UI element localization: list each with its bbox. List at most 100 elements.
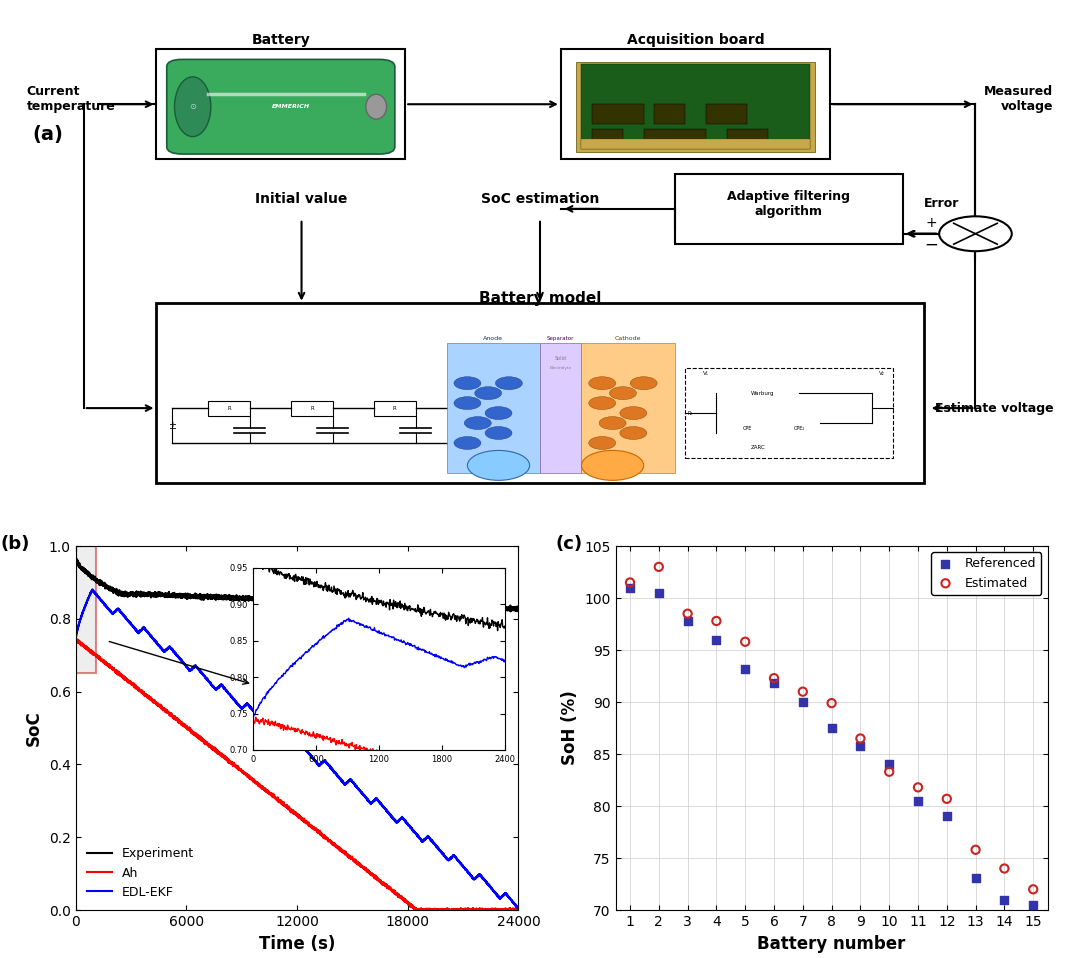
Ah (408, 904, 421, 916)
Legend: Experiment, Ah, EDL-EKF: Experiment, Ah, EDL-EKF (82, 842, 199, 903)
Circle shape (620, 426, 647, 440)
Text: R: R (393, 405, 396, 411)
Text: Solid: Solid (555, 355, 567, 361)
Ah (69, 635, 82, 647)
FancyBboxPatch shape (577, 62, 814, 151)
EDL-EKF (239, 699, 252, 711)
Bar (581, 139, 810, 149)
Ah (69, 633, 82, 645)
Estimated (621, 575, 638, 590)
Bar (76, 546, 96, 673)
Estimated (880, 764, 897, 780)
Bar (685, 368, 892, 458)
Bar (727, 388, 799, 399)
Text: EMMERICH: EMMERICH (272, 104, 310, 109)
Text: ⊙: ⊙ (189, 103, 197, 111)
Circle shape (599, 417, 626, 429)
Bar (644, 129, 706, 144)
Line: Experiment: Experiment (76, 555, 518, 611)
FancyBboxPatch shape (166, 59, 395, 154)
Text: Warburg: Warburg (752, 391, 774, 396)
Circle shape (620, 406, 647, 420)
Bar (592, 129, 623, 144)
Circle shape (468, 450, 529, 480)
Estimated (707, 613, 725, 628)
Ellipse shape (366, 94, 387, 119)
Text: ±: ± (167, 421, 176, 430)
Referenced (707, 632, 725, 648)
Ah (400, 896, 413, 907)
X-axis label: Time (s): Time (s) (259, 934, 335, 952)
Experiment (335, 598, 348, 609)
Legend: Referenced, Estimated: Referenced, Estimated (931, 553, 1041, 595)
Ah (357, 862, 370, 874)
Bar (208, 400, 249, 416)
Referenced (823, 720, 840, 736)
X-axis label: Battery number: Battery number (757, 934, 906, 952)
Text: Anode: Anode (484, 336, 503, 341)
Text: R₀: R₀ (688, 411, 693, 416)
Bar (727, 383, 799, 403)
Referenced (621, 580, 638, 595)
Circle shape (589, 376, 616, 390)
EDL-EKF (433, 845, 446, 856)
Experiment (357, 597, 370, 608)
Bar (706, 104, 747, 125)
EDL-EKF (150, 637, 163, 649)
FancyBboxPatch shape (581, 64, 810, 149)
Circle shape (631, 376, 657, 390)
Circle shape (589, 437, 616, 449)
Experiment (69, 549, 82, 560)
EDL-EKF (512, 903, 525, 915)
Ah (512, 903, 525, 915)
Text: −: − (923, 236, 937, 253)
Text: (b): (b) (0, 536, 29, 553)
Referenced (737, 661, 754, 676)
Experiment (504, 605, 517, 617)
Text: Adaptive filtering
algorithm: Adaptive filtering algorithm (727, 190, 850, 217)
Bar (561, 50, 831, 159)
Experiment (149, 588, 162, 600)
EDL-EKF (86, 583, 99, 595)
Estimated (939, 791, 956, 807)
Bar (157, 304, 923, 483)
Bar (727, 129, 768, 144)
FancyBboxPatch shape (540, 343, 581, 473)
Text: Estimate voltage: Estimate voltage (934, 401, 1053, 415)
Text: Cathode: Cathode (615, 336, 642, 341)
Bar (675, 174, 903, 243)
Text: R: R (227, 405, 231, 411)
Text: Separator: Separator (548, 336, 575, 341)
Referenced (794, 695, 811, 710)
Referenced (939, 809, 956, 824)
Experiment (239, 591, 252, 603)
EDL-EKF (357, 789, 370, 801)
Y-axis label: SoC: SoC (25, 710, 43, 746)
Bar (157, 50, 405, 159)
Text: V₂: V₂ (879, 371, 886, 376)
Text: +: + (926, 217, 936, 230)
Experiment (433, 600, 446, 611)
Line: Ah: Ah (76, 639, 518, 910)
Text: Battery model: Battery model (478, 291, 602, 306)
Estimated (967, 842, 984, 857)
Bar (292, 400, 333, 416)
Circle shape (454, 397, 481, 410)
Ah (239, 767, 252, 779)
Ellipse shape (175, 77, 211, 137)
Text: Electrolyte: Electrolyte (550, 366, 571, 370)
Circle shape (454, 437, 481, 449)
Estimated (909, 780, 927, 795)
Experiment (400, 600, 413, 611)
Circle shape (589, 397, 616, 410)
Text: CPE: CPE (743, 425, 752, 430)
Estimated (996, 861, 1013, 877)
FancyBboxPatch shape (581, 343, 675, 473)
Text: ZARC: ZARC (751, 445, 765, 450)
Referenced (967, 870, 984, 885)
Referenced (996, 892, 1013, 907)
Circle shape (485, 426, 512, 440)
Estimated (794, 684, 811, 699)
Text: Initial value: Initial value (255, 192, 348, 206)
Bar (374, 400, 416, 416)
